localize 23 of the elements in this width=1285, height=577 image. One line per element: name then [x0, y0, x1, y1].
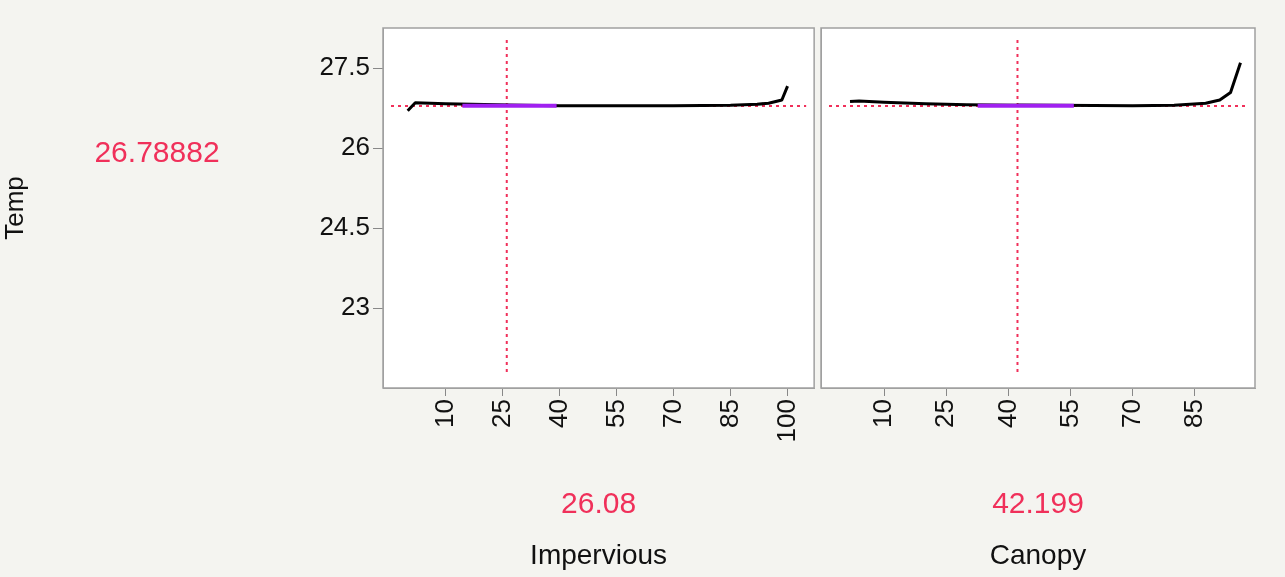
- x-tick-label: 25: [929, 399, 960, 428]
- x-tick-label: 70: [656, 399, 687, 428]
- ref-line-label: 26.08: [561, 486, 637, 520]
- x-tick-label: 25: [485, 399, 516, 428]
- x-tick-label: 10: [428, 399, 459, 428]
- ref-line-label: 42.199: [992, 486, 1084, 520]
- y-tick-label: 23: [341, 291, 370, 322]
- x-tick-label: 70: [1115, 399, 1146, 428]
- x-tick-label: 55: [1053, 399, 1084, 428]
- y-tick-label: 27.5: [319, 51, 370, 82]
- x-tick-label: 10: [867, 399, 898, 428]
- x-tick-label: 85: [713, 399, 744, 428]
- y-tick-label: 24.5: [319, 211, 370, 242]
- x-tick-label: 40: [991, 399, 1022, 428]
- x-axis-title: Canopy: [989, 538, 1087, 570]
- y-tick-label: 26: [341, 131, 370, 162]
- x-axis-title: Impervious: [530, 538, 668, 570]
- y-axis-title: Temp: [0, 176, 29, 240]
- x-tick-label: 85: [1178, 399, 1209, 428]
- ref-line-label: 26.78882: [94, 135, 220, 169]
- x-tick-label: 100: [770, 399, 801, 443]
- x-tick-label: 40: [542, 399, 573, 428]
- x-tick-label: 55: [599, 399, 630, 428]
